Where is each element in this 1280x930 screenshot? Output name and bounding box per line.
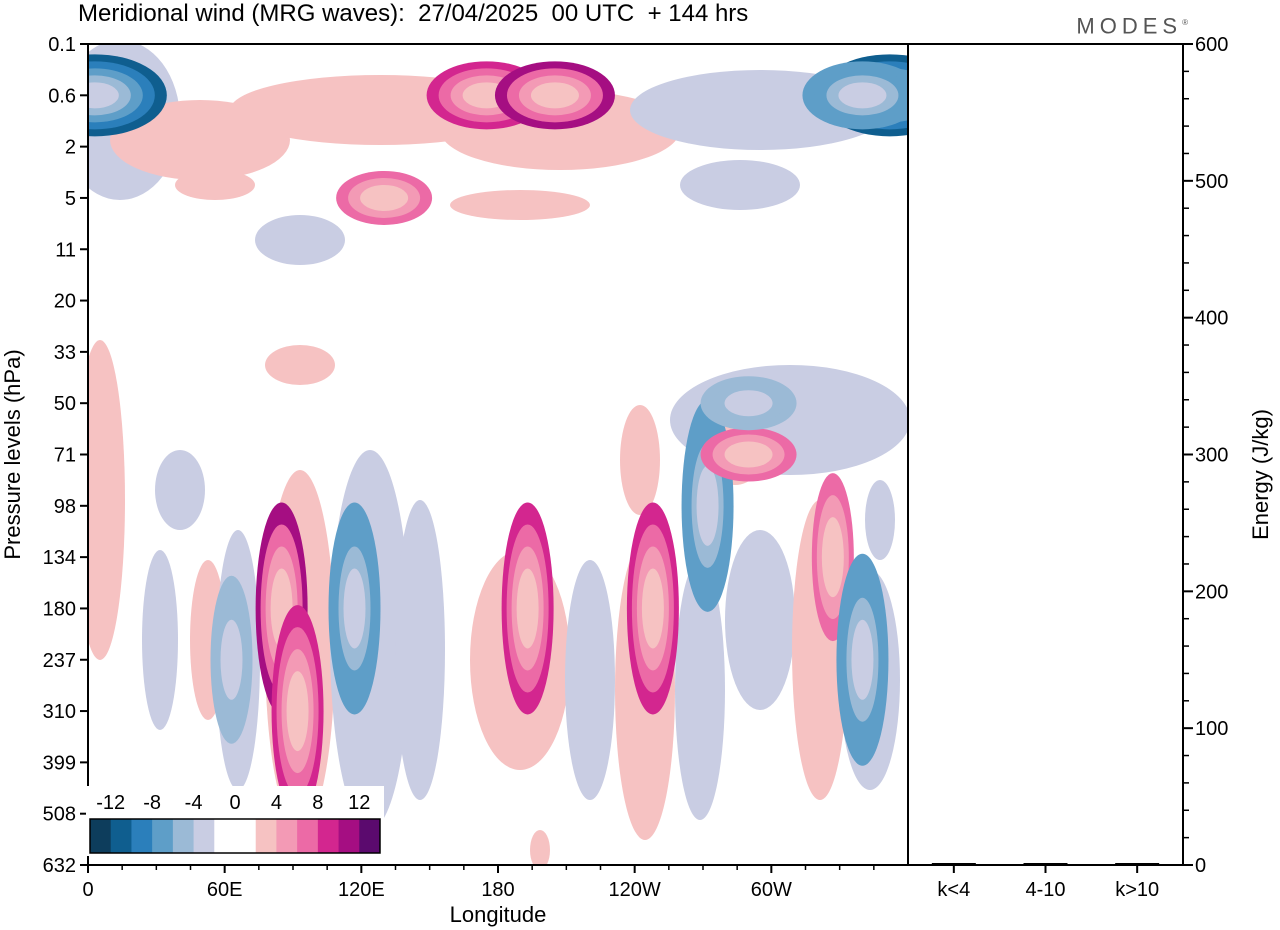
colorbar-swatch [359,819,381,853]
wash-blob [142,550,178,730]
colorbar-label: 8 [312,792,323,814]
energy-bar [1023,863,1068,865]
wind-anomaly-contour [530,82,579,109]
wind-anomaly-contour [724,390,773,417]
wash-blob [865,480,895,560]
colorbar-swatch [131,819,153,853]
wash-blob [395,500,445,800]
energy-category-label: k>10 [1115,879,1159,901]
wind-anomaly-contour [286,671,309,752]
energy-tick-label: 100 [1195,718,1228,740]
wind-anomaly-contour [360,184,409,211]
x-tick-label: 120W [609,879,661,901]
wash-blob [175,170,255,200]
wash-blob [155,450,205,530]
wind-anomaly-contour [88,82,119,109]
wind-anomaly-contour [696,465,719,546]
y-tick-label: 5 [65,188,76,210]
colorbar-label: -8 [143,792,161,814]
wind-anomaly-contour [343,568,366,649]
energy-tick-label: 300 [1195,445,1228,467]
y-tick-label: 50 [54,393,76,415]
colorbar-swatch [317,819,340,853]
y-tick-label: 71 [54,445,76,467]
x-tick-label: 120E [338,879,385,901]
wash-blob [255,215,345,265]
y-tick-label: 2 [65,137,76,159]
wind-anomaly-contour [724,441,773,468]
energy-tick-label: 400 [1195,308,1228,330]
chart-title: Meridional wind (MRG waves): 27/04/2025 … [78,0,749,27]
colorbar-swatch [90,819,112,853]
wind-anomaly-contour [821,517,844,598]
wind-anomaly-contour [516,568,539,649]
energy-category-label: k<4 [937,879,970,901]
y-tick-label: 134 [43,547,76,569]
colorbar-swatch [193,819,215,853]
energy-tick-label: 500 [1195,171,1228,193]
colorbar-swatch [255,819,277,853]
energy-tick-label: 0 [1195,855,1206,877]
energy-bar [931,863,976,865]
wind-anomaly-contour [641,568,664,649]
colorbar-swatch [235,819,257,853]
colorbar-label: 0 [229,792,240,814]
x-tick-label: 60E [207,879,243,901]
colorbar-swatch [297,819,319,853]
wash-blob [530,830,550,865]
colorbar-swatch [338,819,360,853]
y-tick-label: 98 [54,496,76,518]
energy-bar [1115,863,1160,865]
y-tick-label: 508 [43,804,76,826]
energy-category-label: 4-10 [1025,879,1065,901]
colorbar-swatch [214,819,236,853]
x-axis: 0 60E 120E 180 120W 60W Longitude [82,865,875,927]
y-tick-label: 180 [43,598,76,620]
y-axis-label: Pressure levels (hPa) [0,349,25,559]
y-tick-label: 20 [54,291,76,313]
colorbar-label: 12 [348,792,370,814]
colorbar-swatch [110,819,132,853]
colorbar-swatch [152,819,174,853]
y-tick-label: 0.1 [48,34,76,56]
wind-anomaly-contour [838,82,887,109]
y-tick-label: 632 [43,855,76,877]
energy-axis-label: Energy (J/kg) [1248,409,1273,540]
colorbar: -12 -8 -4 0 4 8 12 [86,786,384,856]
energy-tick-label: 200 [1195,581,1228,603]
y-tick-label: 33 [54,342,76,364]
colorbar-label: -4 [185,792,203,814]
wash-blob [265,345,335,385]
heatmap-field [88,44,908,865]
colorbar-label: -12 [96,792,125,814]
energy-tick-label: 600 [1195,34,1228,56]
wash-blob [565,560,615,800]
brand-logo: MODES® [1076,13,1188,39]
wind-anomaly-contour [220,619,243,700]
colorbar-label: 4 [271,792,282,814]
y-tick-label: 310 [43,701,76,723]
wash-blob [88,340,125,660]
y-tick-label: 0.6 [48,85,76,107]
x-tick-label: 180 [481,879,514,901]
y-tick-label: 11 [55,239,76,261]
colorbar-swatch [172,819,195,853]
wash-blob [620,405,660,515]
x-tick-label: 60W [751,879,792,901]
wash-blob [675,560,725,820]
colorbar-swatch [276,819,298,853]
wind-anomaly-contour [851,619,874,700]
y-tick-label: 237 [43,650,76,672]
colorbar-border [89,818,381,854]
wash-blob [725,530,795,710]
wash-blob [450,190,590,220]
wash-blob [680,160,800,210]
y-tick-label: 399 [43,752,76,774]
energy-panel: 0 100 200 300 400 500 600 Energy (J/kg) k<4 4-10 k… [908,34,1273,901]
y-axis: 0.1 0.6 2 5 11 20 33 50 71 98 134 180 237 310 399 508 63… [0,34,88,877]
x-axis-label: Longitude [450,902,547,927]
x-tick-label: 0 [82,879,93,901]
